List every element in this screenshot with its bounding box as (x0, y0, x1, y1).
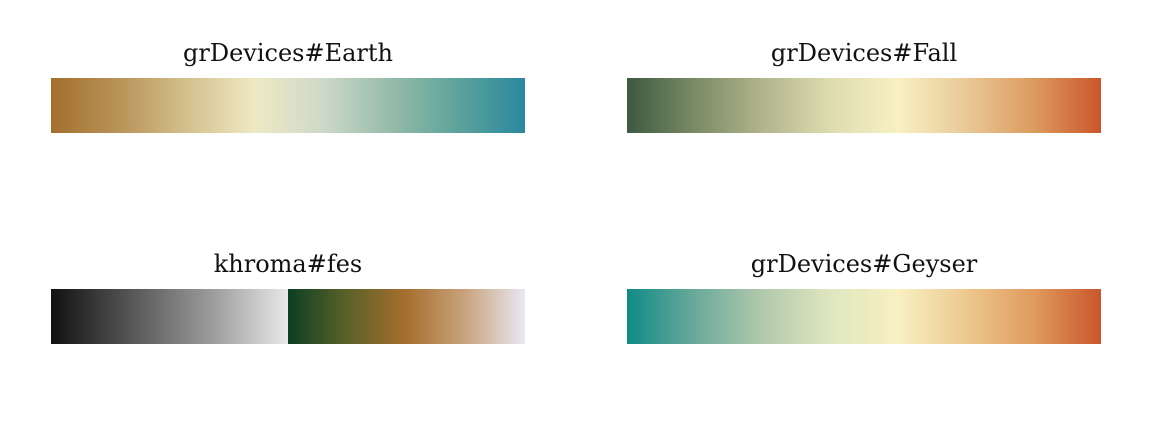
palette-title: grDevices#Earth (183, 39, 393, 67)
color-bar (51, 78, 525, 133)
gradient-segment (288, 289, 525, 344)
color-bar (627, 78, 1101, 133)
palette-panel-geyser: grDevices#Geyser (627, 249, 1101, 344)
gradient-segment (51, 289, 288, 344)
palette-panel-fes: khroma#fes (51, 249, 525, 344)
gradient-segment (627, 289, 1101, 344)
palette-title: grDevices#Geyser (750, 250, 978, 278)
gradient-segment (627, 78, 1101, 133)
palette-title: grDevices#Fall (770, 39, 958, 67)
color-bar (627, 289, 1101, 344)
palette-panel-fall: grDevices#Fall (627, 38, 1101, 133)
palette-title: khroma#fes (213, 250, 363, 278)
palette-panel-earth: grDevices#Earth (51, 38, 525, 133)
gradient-segment (51, 78, 525, 133)
color-bar (51, 289, 525, 344)
